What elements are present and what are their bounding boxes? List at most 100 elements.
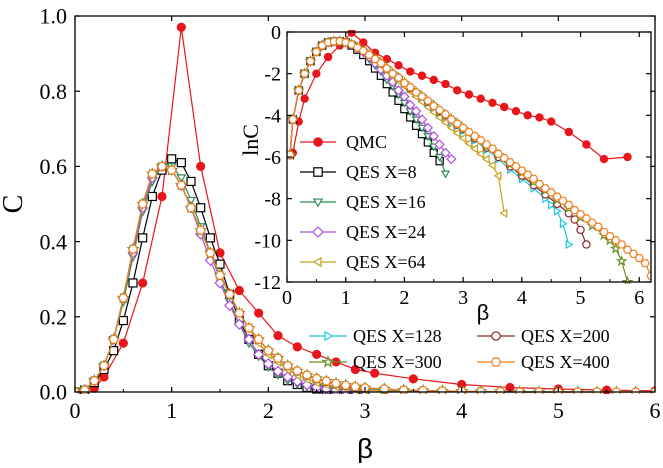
y-tick-label: 0.2 (40, 305, 68, 330)
data-point (185, 196, 197, 206)
legend-marker (321, 354, 335, 368)
data-point (350, 364, 360, 375)
y-tick-label: -4 (264, 105, 281, 127)
data-point (615, 254, 628, 267)
data-point (616, 240, 627, 249)
data-point (167, 154, 177, 164)
y-axis-label: lnC (238, 124, 263, 156)
data-point (282, 371, 294, 383)
data-point (440, 110, 451, 119)
data-point (176, 174, 187, 183)
legend-marker (490, 357, 502, 367)
data-point (300, 94, 309, 103)
data-point (434, 153, 445, 162)
data-point (599, 154, 609, 164)
data-point (340, 380, 351, 390)
data-point (294, 86, 304, 95)
legend-label: QES Χ=300 (353, 352, 442, 372)
data-point (214, 271, 226, 280)
x-tick-label: 2 (399, 287, 409, 309)
legend-marker (312, 256, 322, 268)
data-point (323, 52, 333, 62)
data-point (292, 366, 303, 376)
data-point (441, 79, 450, 89)
data-point (646, 271, 651, 280)
data-point (311, 374, 322, 383)
data-point (487, 160, 496, 170)
data-point (576, 225, 585, 235)
data-point (634, 254, 644, 263)
data-point (382, 64, 392, 73)
data-point (428, 130, 439, 142)
data-point (453, 86, 462, 95)
data-point (440, 117, 449, 128)
legend-label: QES Χ=400 (521, 352, 610, 372)
data-point (398, 385, 409, 394)
data-point (147, 191, 157, 202)
data-point (137, 199, 148, 209)
data-point (429, 75, 438, 85)
y-tick-label: 0 (271, 22, 281, 44)
data-point (166, 165, 177, 175)
legends: QMC QES Χ=8 QES Χ=16 QES Χ=24 QES Χ=64 QES Χ=… (300, 132, 610, 372)
x-tick-label: 5 (553, 398, 564, 423)
data-point (108, 334, 119, 344)
legend-marker (313, 137, 323, 147)
data-point (434, 139, 445, 150)
legend-label: QES Χ=64 (346, 252, 426, 272)
data-point (272, 365, 284, 377)
legend-marker (312, 226, 324, 238)
y-tick-label: 0.8 (40, 79, 68, 104)
x-tick-label: 3 (458, 287, 468, 309)
data-point (379, 384, 390, 394)
data-point (138, 233, 148, 243)
data-point (147, 169, 158, 179)
data-point (559, 219, 568, 229)
data-point (481, 154, 490, 164)
legend-marker (324, 330, 334, 342)
data-point (548, 200, 556, 210)
data-point (224, 289, 235, 299)
data-point (224, 299, 236, 312)
data-point (272, 353, 284, 363)
data-point (330, 378, 342, 388)
x-tick-label: 0 (282, 287, 292, 309)
data-point (243, 333, 255, 346)
data-point (301, 370, 313, 380)
data-point (243, 323, 255, 333)
legend-marker (491, 331, 501, 341)
x-tick-label: 1 (341, 287, 351, 309)
data-point (535, 113, 544, 122)
data-point (405, 99, 416, 111)
series-group (287, 30, 651, 284)
series-group (75, 22, 655, 394)
data-point (416, 114, 428, 125)
data-point (263, 346, 274, 356)
legend-label: QES Χ=24 (346, 222, 426, 242)
data-point (233, 318, 245, 330)
legend-label: QES Χ=8 (346, 162, 417, 182)
data-point (464, 90, 474, 99)
data-point (422, 122, 434, 134)
data-point (376, 59, 386, 68)
data-point (476, 94, 485, 103)
data-point (475, 149, 484, 159)
data-point (204, 254, 216, 267)
data-point (79, 385, 90, 394)
data-point (488, 98, 497, 108)
x-tick-label: 4 (517, 287, 527, 309)
data-point (262, 358, 274, 370)
data-point (446, 153, 457, 165)
data-point (254, 308, 264, 318)
data-point (464, 138, 473, 149)
data-point (370, 368, 380, 378)
data-point (440, 147, 451, 159)
data-point (553, 206, 562, 216)
legend-marker (313, 167, 323, 177)
data-point (196, 203, 206, 213)
data-point (470, 144, 478, 154)
data-point (564, 127, 574, 137)
data-point (176, 158, 186, 168)
